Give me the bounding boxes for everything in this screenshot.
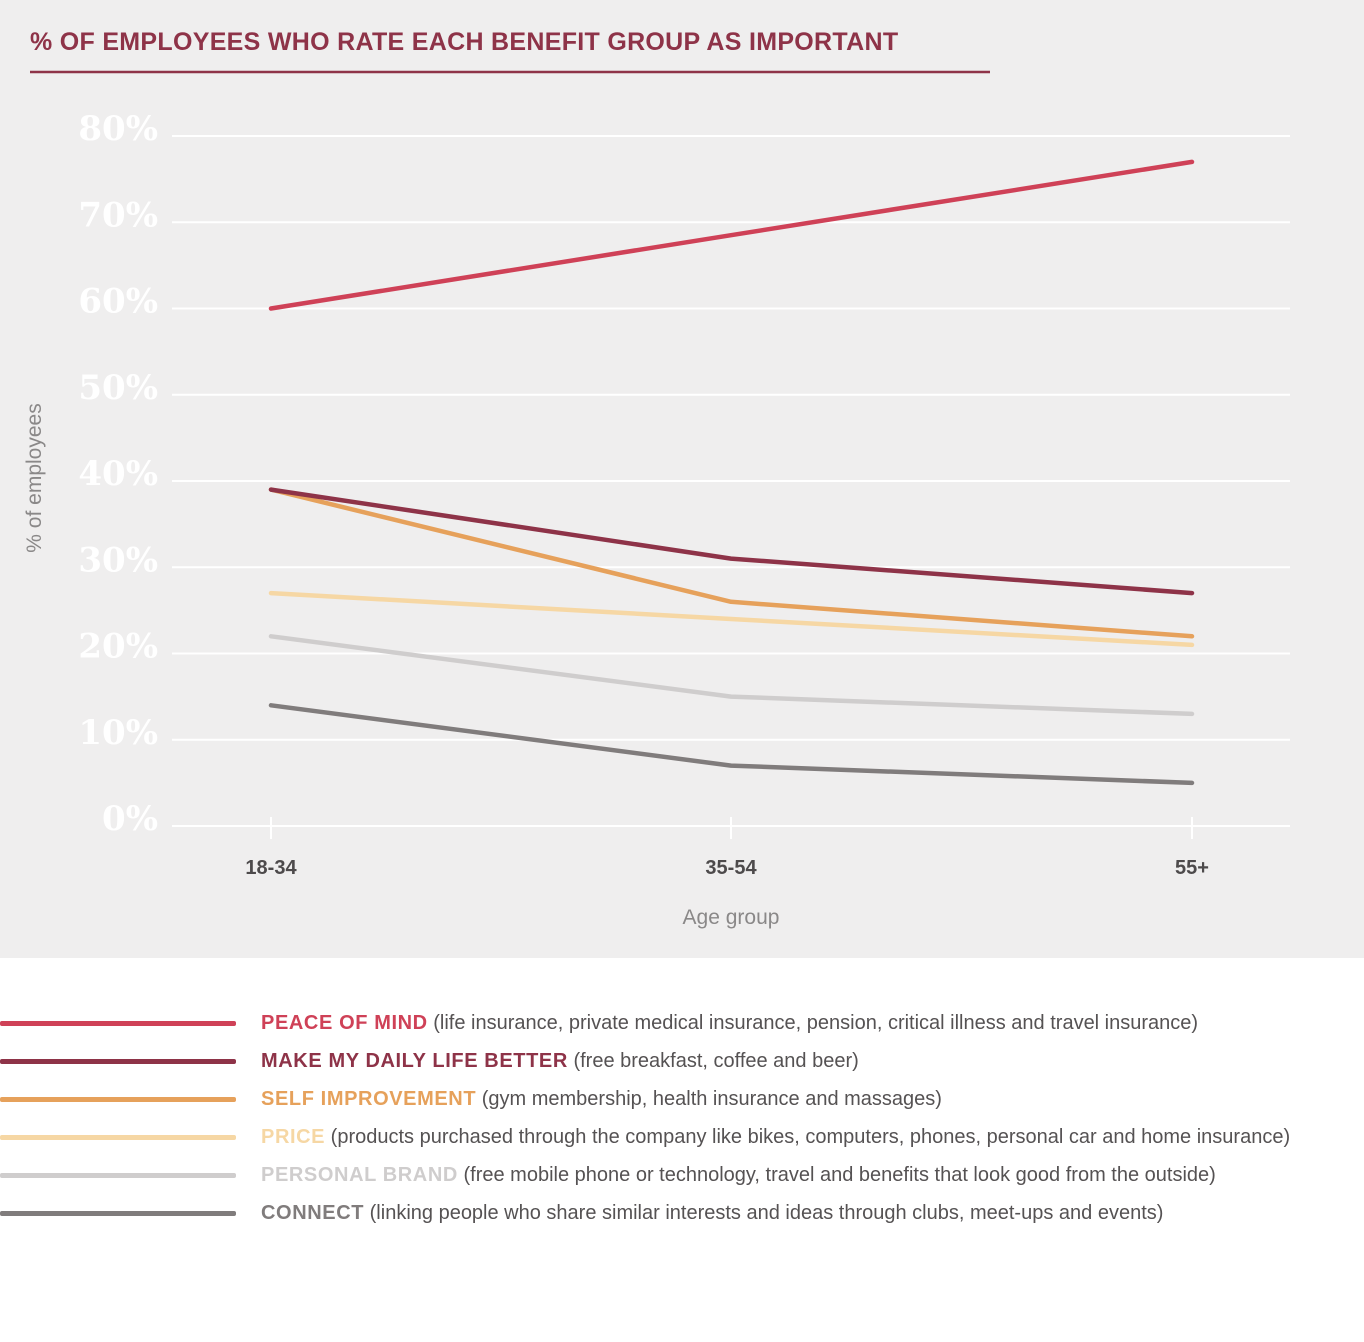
series-line-personal-brand — [268, 634, 1195, 717]
legend-series-description: (linking people who share similar intere… — [364, 1202, 1164, 1224]
y-tick-label: 0% — [102, 799, 158, 839]
y-tick-label: 70% — [78, 195, 158, 235]
legend-series-description: (free mobile phone or technology, travel… — [457, 1164, 1216, 1186]
series-line-make-my-daily-life-better — [268, 487, 1195, 596]
y-axis-label: % of employees — [23, 403, 46, 552]
legend-series-name: PEACE OF MIND — [261, 1012, 428, 1034]
x-tick-label: 35-54 — [705, 857, 757, 879]
series-line-price — [268, 590, 1195, 648]
y-tick-label: 10% — [78, 713, 158, 753]
legend-series-name: PRICE — [261, 1126, 326, 1148]
x-tick-label: 55+ — [1175, 857, 1209, 879]
legend-series-name: PERSONAL BRAND — [261, 1164, 458, 1186]
legend-swatch — [0, 1173, 236, 1178]
legend-item-connect: CONNECT (linking people who share simila… — [0, 1194, 1364, 1232]
legend-series-name: SELF IMPROVEMENT — [261, 1088, 477, 1110]
chart-title: % OF EMPLOYEES WHO RATE EACH BENEFIT GRO… — [30, 28, 898, 56]
legend-swatch — [0, 1135, 236, 1140]
x-axis-label: Age group — [683, 906, 780, 929]
chart-panel: % OF EMPLOYEES WHO RATE EACH BENEFIT GRO… — [0, 0, 1364, 958]
y-tick-label: 30% — [78, 540, 158, 580]
legend-swatch — [0, 1097, 236, 1102]
legend-item-price: PRICE (products purchased through the co… — [0, 1118, 1364, 1156]
legend-swatch — [0, 1021, 236, 1026]
legend: PEACE OF MIND (life insurance, private m… — [0, 1004, 1364, 1232]
y-tick-label: 20% — [78, 627, 158, 667]
x-tick-label: 18-34 — [245, 857, 297, 879]
line-chart: % OF EMPLOYEES WHO RATE EACH BENEFIT GRO… — [23, 28, 1290, 929]
y-tick-label: 40% — [78, 454, 158, 494]
legend-item-peace-of-mind: PEACE OF MIND (life insurance, private m… — [0, 1004, 1364, 1042]
legend-series-description: (products purchased through the company … — [325, 1126, 1291, 1148]
legend-series-name: CONNECT — [261, 1202, 365, 1224]
series-line-connect — [268, 703, 1195, 786]
y-tick-label: 50% — [78, 368, 158, 408]
legend-item-self-improvement: SELF IMPROVEMENT (gym membership, health… — [0, 1080, 1364, 1118]
y-tick-label: 80% — [78, 109, 158, 149]
legend-item-personal-brand: PERSONAL BRAND (free mobile phone or tec… — [0, 1156, 1364, 1194]
legend-swatch — [0, 1059, 236, 1064]
legend-series-name: MAKE MY DAILY LIFE BETTER — [261, 1050, 568, 1072]
legend-series-description: (free breakfast, coffee and beer) — [567, 1050, 859, 1072]
series-line-self-improvement — [268, 487, 1195, 639]
series-line-peace-of-mind — [268, 159, 1195, 311]
legend-series-description: (life insurance, private medical insuran… — [427, 1012, 1199, 1034]
legend-item-make-my-daily-life-better: MAKE MY DAILY LIFE BETTER (free breakfas… — [0, 1042, 1364, 1080]
legend-series-description: (gym membership, health insurance and ma… — [476, 1088, 942, 1110]
y-tick-label: 60% — [78, 282, 158, 322]
legend-swatch — [0, 1211, 236, 1216]
